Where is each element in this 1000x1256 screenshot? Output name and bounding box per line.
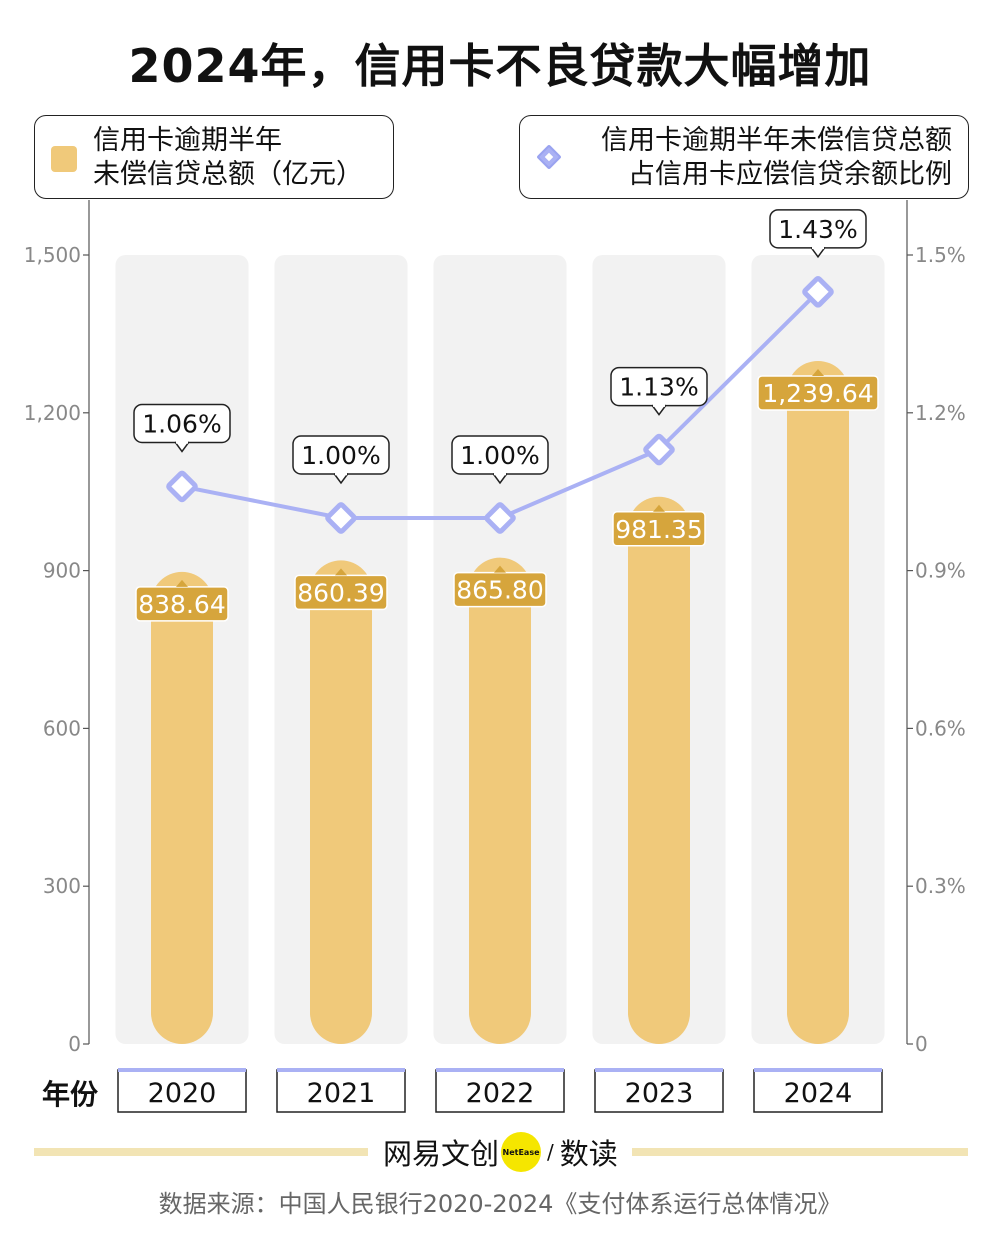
bar-label-pointer (812, 368, 824, 376)
y-tick-label: 1,200 (24, 401, 81, 425)
bar-value-label: 838.64 (138, 590, 225, 619)
y2-tick-label: 1.5% (915, 243, 966, 267)
bar-label-pointer (176, 579, 188, 587)
x-axis-label: 年份 (42, 1078, 98, 1111)
x-tick-box (435, 1069, 565, 1113)
brand-right: 数读 (559, 1137, 618, 1171)
bar (310, 560, 372, 1044)
legend-line-line2: 占信用卡应偿信贷余额比例 (628, 159, 952, 190)
line-value-label: 1.00% (460, 441, 539, 470)
x-tick-label: 2021 (307, 1078, 376, 1109)
x-tick-box (594, 1069, 724, 1113)
line-value-label: 1.13% (619, 373, 698, 402)
brand-left: 网易文创 (383, 1137, 500, 1171)
x-tick-box (276, 1069, 406, 1113)
y2-tick-label: 0.3% (915, 874, 966, 898)
line-point (802, 276, 834, 308)
line-label-pointer (651, 404, 667, 416)
bar-value-label: 860.39 (297, 578, 384, 607)
brand-logo: 网易文创 NetEase / 数读 (383, 1130, 618, 1174)
bar-label-pointer (335, 568, 347, 576)
y2-tick-label: 0 (915, 1032, 928, 1056)
x-tick-box (753, 1069, 883, 1113)
line-label-pointer (492, 473, 508, 485)
legend-bar-text: 信用卡逾期半年 未偿信贷总额（亿元） (93, 124, 363, 192)
legend-bar-line2: 未偿信贷总额（亿元） (93, 159, 363, 190)
x-tick-label: 2024 (784, 1078, 853, 1109)
data-source: 数据来源：中国人民银行2020-2024《支付体系运行总体情况》 (158, 1190, 842, 1218)
line-point (643, 433, 675, 466)
legend-bar-swatch (51, 146, 77, 172)
bar (151, 571, 213, 1044)
y2-tick-label: 0.9% (915, 559, 966, 583)
bar (469, 557, 531, 1044)
bar-value-label: 1,239.64 (762, 379, 873, 408)
x-tick-label: 2020 (148, 1078, 217, 1109)
x-tick-box (117, 1069, 247, 1113)
footer-rule-left (34, 1148, 368, 1156)
bar-value-label: 865.80 (456, 576, 543, 605)
legend-line-line1: 信用卡逾期半年未偿信贷总额 (601, 125, 952, 156)
bar-value-label: 981.35 (615, 515, 702, 544)
brand-mark: NetEase (501, 1132, 542, 1172)
bar-label-pointer (653, 504, 665, 512)
bar (787, 360, 849, 1045)
y-tick-label: 600 (43, 716, 81, 740)
legend-bar: 信用卡逾期半年 未偿信贷总额（亿元） (34, 115, 394, 199)
line-label-pointer (174, 441, 190, 453)
brand-slash: / (547, 1140, 554, 1164)
y2-tick-label: 0.6% (915, 716, 966, 740)
footer-rule-right (632, 1148, 968, 1156)
y-tick-label: 900 (43, 559, 81, 583)
line-value-label: 1.00% (301, 441, 380, 470)
legend-line-text: 信用卡逾期半年未偿信贷总额 占信用卡应偿信贷余额比例 (601, 124, 952, 192)
legend-line: 信用卡逾期半年未偿信贷总额 占信用卡应偿信贷余额比例 (519, 115, 969, 199)
y-tick-label: 0 (68, 1032, 81, 1056)
line-point (166, 470, 198, 503)
chart-title: 2024年，信用卡不良贷款大幅增加 (128, 39, 872, 93)
y-tick-label: 300 (43, 874, 81, 898)
bar-label-pointer (494, 565, 506, 573)
legend-bar-line1: 信用卡逾期半年 (93, 125, 282, 156)
chart-svg: 0 300 600 900 1,200 1,500 0 0.3% 0.6% 0.9% 1.2% 1.5… (24, 200, 966, 1113)
y2-tick-label: 1.2% (915, 401, 966, 425)
bar (628, 496, 690, 1044)
line-label-pointer (333, 473, 349, 485)
line-point (325, 502, 357, 534)
line-label-pointer (810, 246, 826, 259)
line-point (484, 502, 516, 534)
line-value-label: 1.43% (778, 215, 857, 244)
x-tick-label: 2023 (625, 1078, 694, 1109)
line-value-label: 1.06% (142, 409, 221, 438)
x-tick-label: 2022 (466, 1078, 535, 1109)
y-tick-label: 1,500 (24, 243, 81, 267)
